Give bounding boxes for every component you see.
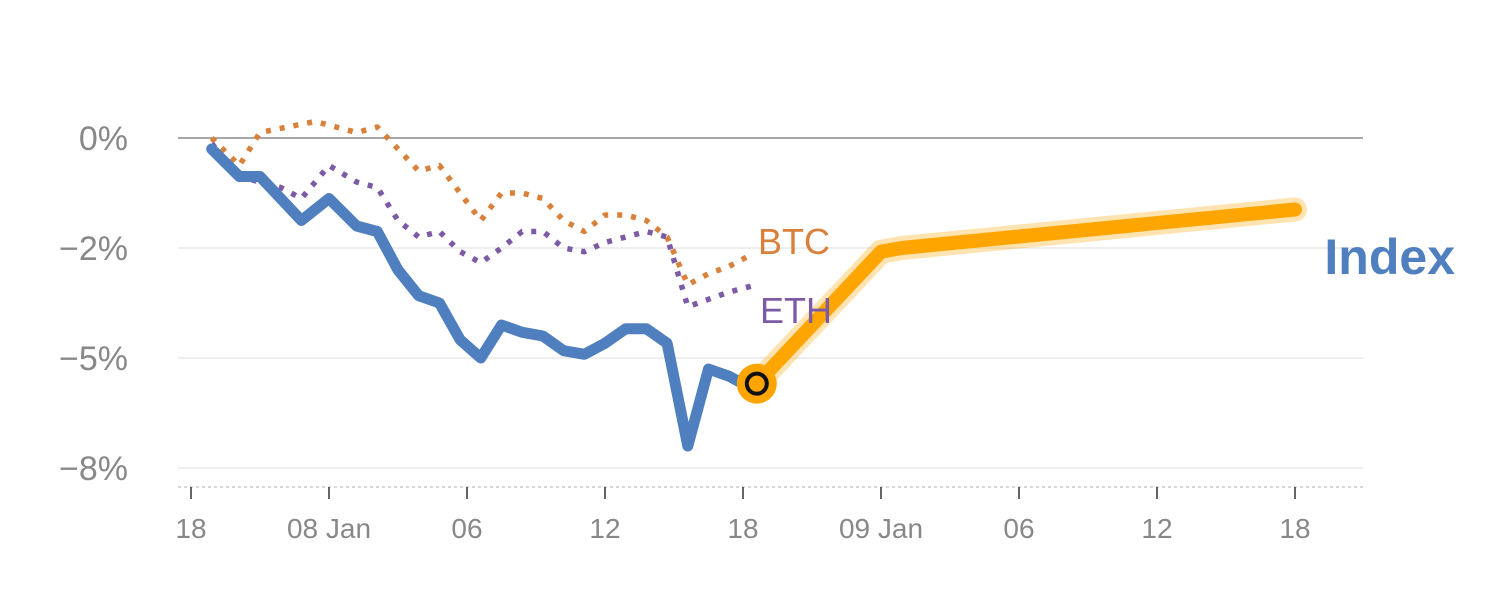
x-tick-label: 06: [1003, 513, 1034, 544]
x-tick-label: 09 Jan: [839, 513, 923, 544]
series-lines: [206, 118, 1307, 452]
x-tick-label: 12: [589, 513, 620, 544]
btc-series-line: [209, 118, 752, 288]
series-labels: BTC ETH Index: [758, 221, 1455, 331]
y-tick-label: −2%: [59, 230, 128, 268]
x-tick-label: 18: [727, 513, 758, 544]
x-tick-label: 18: [1279, 513, 1310, 544]
x-tick-label: 08 Jan: [287, 513, 371, 544]
y-tick-label: 0%: [79, 120, 128, 158]
projection-series-line: [749, 202, 1302, 391]
y-tick-label: −8%: [59, 450, 128, 488]
btc-series-label: BTC: [758, 221, 830, 262]
highlight-marker: [736, 363, 777, 404]
marker-ring: [744, 371, 769, 396]
index-series-label: Index: [1324, 229, 1455, 285]
x-axis: 18 08 Jan 06 12 18 09 Jan 06 12 18: [175, 486, 1363, 544]
x-tick-label: 18: [175, 513, 206, 544]
eth-series-label: ETH: [760, 290, 832, 331]
y-tick-label: −5%: [59, 340, 128, 378]
marker-halo: [736, 363, 777, 404]
eth-series-line: [209, 141, 758, 310]
grid: 0% −2% −5% −8%: [59, 120, 1363, 488]
x-tick-label: 06: [451, 513, 482, 544]
index-series-line: [206, 143, 763, 452]
x-tick-label: 12: [1141, 513, 1172, 544]
